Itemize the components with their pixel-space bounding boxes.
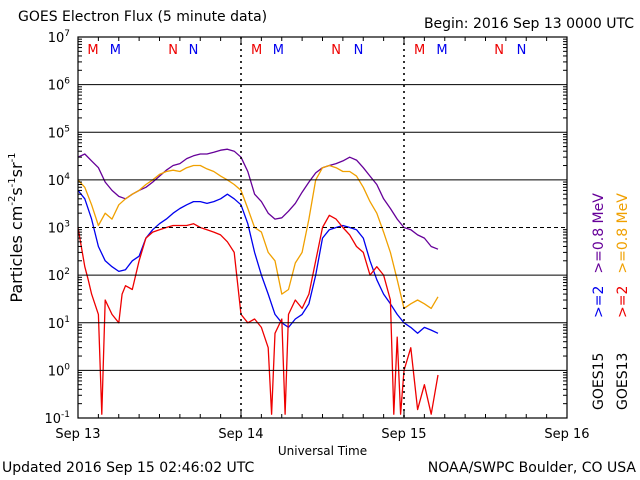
x-axis-label: Universal Time bbox=[278, 444, 367, 458]
midnight-noon-marker: M bbox=[414, 43, 425, 58]
midnight-noon-marker: N bbox=[354, 43, 364, 58]
legend-entry: >=0.8 MeV bbox=[615, 193, 631, 274]
midnight-noon-marker: M bbox=[110, 43, 121, 58]
legend-entries: >=2 >=0.8 MeV bbox=[591, 193, 607, 318]
series-line-goes13_08mev bbox=[77, 164, 439, 310]
y-tick-label: 10-1 bbox=[44, 410, 70, 427]
plot-frame bbox=[77, 36, 568, 419]
y-tick-label: 106 bbox=[48, 77, 71, 94]
y-tick-label: 103 bbox=[48, 220, 70, 237]
axis-layer: 10-1 100 101 102 103 104 105 106 107 Sep 13 Sep 14… bbox=[7, 29, 590, 458]
x-tick-label: Sep 16 bbox=[544, 427, 589, 442]
midnight-noon-marker: N bbox=[168, 43, 178, 58]
midnight-noon-marker: M bbox=[251, 43, 262, 58]
series-layer bbox=[77, 148, 439, 415]
legend-layer: GOES15 >=2 >=0.8 MeV GOES13 >=2 >=0.8 MeV bbox=[591, 193, 631, 410]
legend-entries: >=2 >=0.8 MeV bbox=[615, 193, 631, 318]
credit-label: NOAA/SWPC Boulder, CO USA bbox=[427, 460, 636, 476]
y-tick-label: 100 bbox=[48, 362, 71, 379]
legend-entry: >=0.8 MeV bbox=[591, 193, 607, 274]
y-tick-label: 107 bbox=[48, 29, 70, 46]
y-axis-label: Particles cm-2s-1sr-1 bbox=[7, 152, 26, 302]
midnight-noon-marker: M bbox=[436, 43, 447, 58]
legend-entry: >=2 bbox=[615, 286, 631, 318]
y-tick-label: 105 bbox=[48, 124, 70, 141]
grid-layer bbox=[78, 37, 567, 418]
y-tick-label: 101 bbox=[48, 315, 70, 332]
x-tick-label: Sep 15 bbox=[381, 427, 426, 442]
midnight-noon-marker: N bbox=[494, 43, 504, 58]
x-tick-label: Sep 13 bbox=[55, 427, 100, 442]
chart-title: GOES Electron Flux (5 minute data) bbox=[18, 9, 268, 25]
x-tick-label: Sep 14 bbox=[218, 427, 263, 442]
midnight-noon-marker: N bbox=[517, 43, 527, 58]
begin-time-label: Begin: 2016 Sep 13 0000 UTC bbox=[423, 16, 634, 32]
series-line-goes15_2mev bbox=[77, 189, 439, 334]
updated-timestamp: Updated 2016 Sep 15 02:46:02 UTC bbox=[2, 460, 255, 476]
midnight-noon-marker: N bbox=[189, 43, 199, 58]
series-line-goes13_2mev bbox=[77, 214, 439, 415]
midnight-noon-marker: M bbox=[273, 43, 284, 58]
midnight-noon-marker: N bbox=[331, 43, 341, 58]
legend-satellite-label: GOES13 bbox=[615, 353, 631, 410]
y-tick-label: 104 bbox=[48, 172, 71, 189]
legend-satellite-label: GOES15 bbox=[591, 353, 607, 410]
y-tick-label: 102 bbox=[48, 267, 70, 284]
midnight-noon-marker: M bbox=[87, 43, 98, 58]
legend-entry: >=2 bbox=[591, 286, 607, 318]
